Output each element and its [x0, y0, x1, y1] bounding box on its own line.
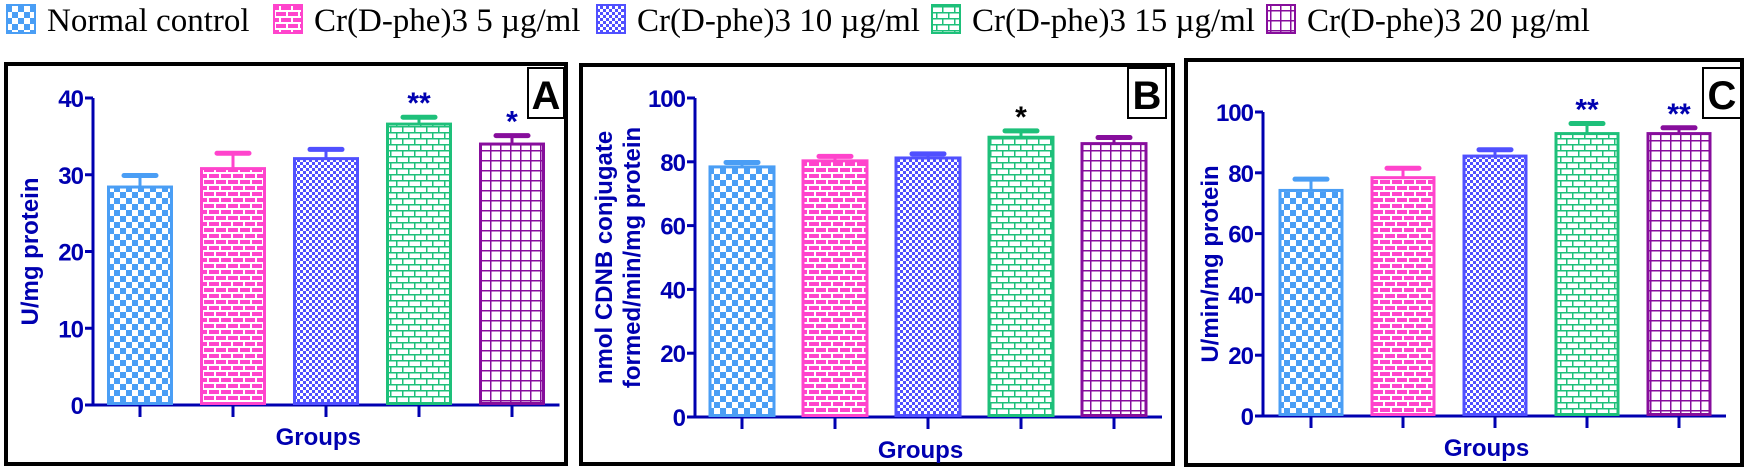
- bar: [894, 156, 962, 418]
- legend-label: Cr(D-phe)3 5 µg/ml: [314, 3, 580, 39]
- bar: [107, 185, 173, 405]
- y-axis-label: nmol CDNB conjugate: [591, 131, 618, 384]
- bar: [1462, 154, 1528, 417]
- panel-frame: [4, 62, 568, 466]
- legend-label: Cr(D-phe)3 10 µg/ml: [637, 3, 920, 39]
- bar: [293, 157, 359, 405]
- panel-letter: A: [532, 74, 561, 118]
- y-tick-label: 0: [673, 405, 686, 432]
- bar: [200, 167, 266, 405]
- legend-label: Cr(D-phe)3 20 µg/ml: [1307, 3, 1590, 39]
- x-axis-label: Groups: [1444, 435, 1529, 462]
- y-axis-label: U/mg protein: [17, 178, 44, 326]
- y-tick-label: 40: [660, 277, 685, 304]
- legend-swatch: [931, 4, 961, 34]
- legend-swatch: [6, 4, 36, 34]
- y-tick-label: 40: [58, 86, 83, 113]
- legend-swatch: [1266, 4, 1296, 34]
- y-tick-label: 0: [1241, 404, 1254, 431]
- y-tick-label: 100: [648, 86, 686, 113]
- y-tick-label: 0: [71, 393, 84, 420]
- y-tick-label: 20: [660, 341, 685, 368]
- bar: [1646, 132, 1712, 416]
- y-tick-label: 100: [1216, 100, 1254, 127]
- panel-letter: B: [1133, 74, 1162, 118]
- y-tick-label: 80: [660, 150, 685, 177]
- legend-item: Cr(D-phe)3 15 µg/ml: [931, 3, 1255, 39]
- y-tick-label: 40: [1228, 282, 1253, 309]
- x-axis-label: Groups: [276, 424, 361, 451]
- panel-letter: C: [1708, 74, 1737, 118]
- y-tick-label: 60: [1228, 222, 1253, 249]
- significance-marker: **: [407, 87, 431, 120]
- y-tick-label: 10: [58, 316, 83, 343]
- legend-swatch: [273, 4, 303, 34]
- panel-b: B 0 20 40 60 80 100 nmol CDNB conjugate formed/m…: [579, 63, 1175, 466]
- bar: [479, 142, 545, 406]
- bar: [801, 159, 869, 417]
- panel-c: C 0 20 40 60 80 100 U/min/mg protein Groups ** **: [1184, 58, 1744, 467]
- y-axis-label: U/min/mg protein: [1197, 165, 1224, 362]
- significance-marker: *: [1015, 101, 1027, 134]
- legend: Normal control Cr(D-phe)3 5 µg/ml Cr(D-phe…: [6, 3, 1590, 39]
- bar: [1370, 176, 1436, 416]
- y-tick-label: 60: [660, 214, 685, 241]
- legend-item: Normal control: [6, 3, 250, 39]
- x-axis-label: Groups: [878, 437, 963, 464]
- panel-frame: [1184, 58, 1744, 467]
- panel-frame: [579, 63, 1175, 466]
- legend-label: Normal control: [47, 3, 250, 39]
- legend-label: Cr(D-phe)3 15 µg/ml: [972, 3, 1255, 39]
- legend-item: Cr(D-phe)3 20 µg/ml: [1266, 3, 1590, 39]
- bar: [1554, 132, 1620, 416]
- legend-item: Cr(D-phe)3 5 µg/ml: [273, 3, 580, 39]
- significance-marker: **: [1575, 94, 1599, 127]
- significance-marker: **: [1667, 98, 1691, 131]
- bar: [1080, 142, 1148, 417]
- panel-letter-box: [1702, 67, 1742, 119]
- significance-marker: *: [506, 106, 518, 139]
- y-axis-label: formed/min/mg protein: [619, 127, 646, 388]
- panel-letter-box: [1127, 67, 1167, 119]
- panel-letter-box: [527, 67, 565, 119]
- y-tick-label: 20: [58, 240, 83, 267]
- y-tick-label: 80: [1228, 161, 1253, 188]
- legend-item: Cr(D-phe)3 10 µg/ml: [596, 3, 920, 39]
- bar: [1278, 188, 1344, 416]
- legend-swatch: [596, 4, 626, 34]
- bar: [987, 135, 1055, 417]
- bar: [708, 165, 776, 417]
- y-tick-label: 20: [1228, 343, 1253, 370]
- bar: [386, 122, 452, 405]
- y-tick-label: 30: [58, 163, 83, 190]
